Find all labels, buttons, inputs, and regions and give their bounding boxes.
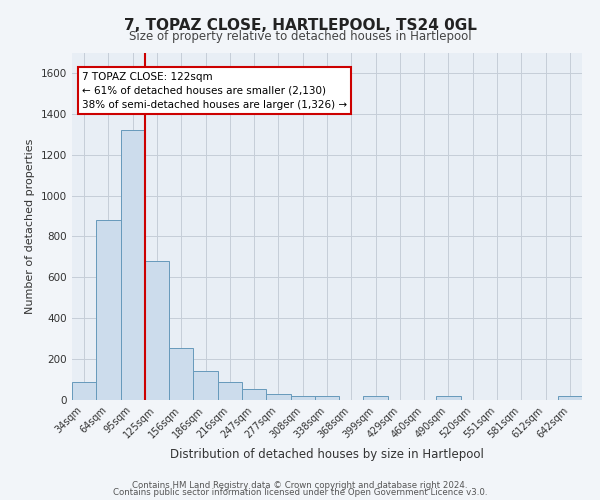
Text: 7, TOPAZ CLOSE, HARTLEPOOL, TS24 0GL: 7, TOPAZ CLOSE, HARTLEPOOL, TS24 0GL bbox=[124, 18, 476, 32]
Text: 7 TOPAZ CLOSE: 122sqm
← 61% of detached houses are smaller (2,130)
38% of semi-d: 7 TOPAZ CLOSE: 122sqm ← 61% of detached … bbox=[82, 72, 347, 110]
Text: Contains HM Land Registry data © Crown copyright and database right 2024.: Contains HM Land Registry data © Crown c… bbox=[132, 480, 468, 490]
Y-axis label: Number of detached properties: Number of detached properties bbox=[25, 138, 35, 314]
Bar bbox=[193, 371, 218, 400]
Bar bbox=[436, 396, 461, 400]
Bar bbox=[96, 220, 121, 400]
Bar bbox=[169, 348, 193, 400]
Bar bbox=[558, 396, 582, 400]
Bar bbox=[290, 396, 315, 400]
Bar bbox=[242, 389, 266, 400]
Text: Size of property relative to detached houses in Hartlepool: Size of property relative to detached ho… bbox=[128, 30, 472, 43]
Text: Contains public sector information licensed under the Open Government Licence v3: Contains public sector information licen… bbox=[113, 488, 487, 497]
Bar bbox=[315, 396, 339, 400]
Bar bbox=[266, 394, 290, 400]
X-axis label: Distribution of detached houses by size in Hartlepool: Distribution of detached houses by size … bbox=[170, 448, 484, 461]
Bar bbox=[121, 130, 145, 400]
Bar bbox=[364, 396, 388, 400]
Bar bbox=[145, 261, 169, 400]
Bar bbox=[72, 382, 96, 400]
Bar bbox=[218, 382, 242, 400]
